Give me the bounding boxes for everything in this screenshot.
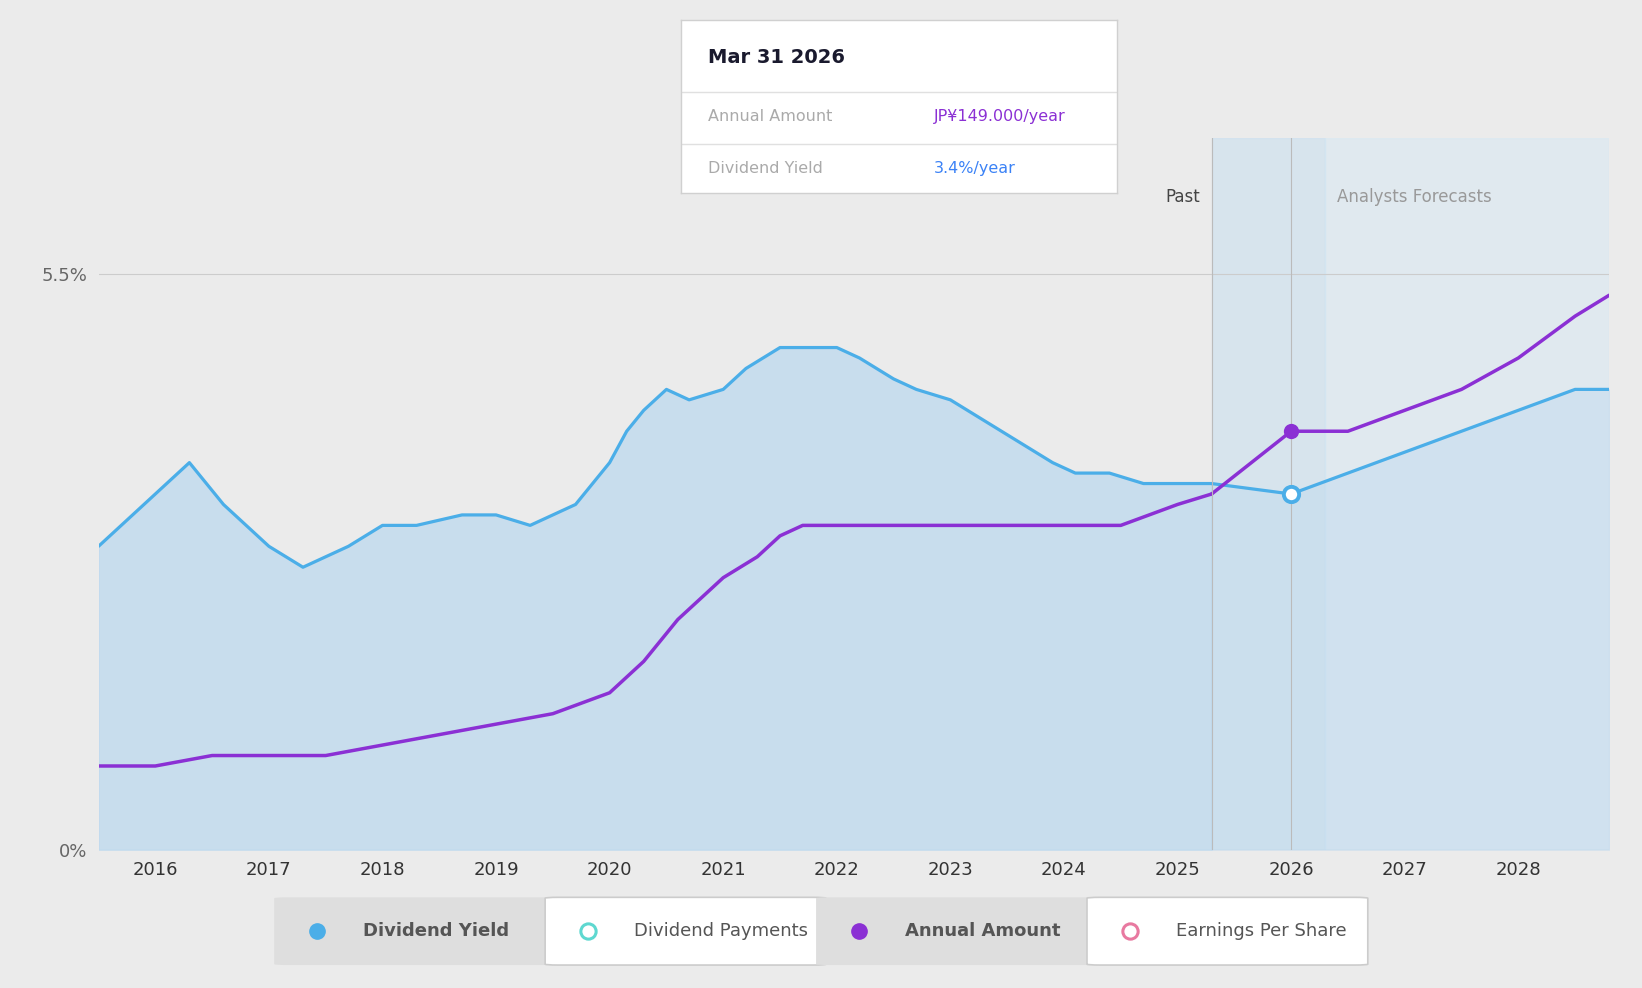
Text: JP¥149.000/year: JP¥149.000/year [934, 109, 1066, 124]
Text: Dividend Payments: Dividend Payments [634, 922, 808, 941]
Text: Annual Amount: Annual Amount [905, 922, 1061, 941]
Bar [1212, 138, 1325, 850]
Text: Earnings Per Share: Earnings Per Share [1176, 922, 1346, 941]
Text: Dividend Yield: Dividend Yield [363, 922, 509, 941]
FancyBboxPatch shape [1087, 897, 1368, 965]
Text: Annual Amount: Annual Amount [708, 109, 832, 124]
FancyBboxPatch shape [816, 897, 1097, 965]
Text: Mar 31 2026: Mar 31 2026 [708, 48, 844, 67]
Bar [1325, 138, 1609, 850]
FancyBboxPatch shape [545, 897, 826, 965]
Text: 3.4%/year: 3.4%/year [934, 161, 1016, 176]
Text: Past: Past [1166, 189, 1200, 206]
Text: Dividend Yield: Dividend Yield [708, 161, 823, 176]
Text: Analysts Forecasts: Analysts Forecasts [1337, 189, 1491, 206]
FancyBboxPatch shape [274, 897, 555, 965]
